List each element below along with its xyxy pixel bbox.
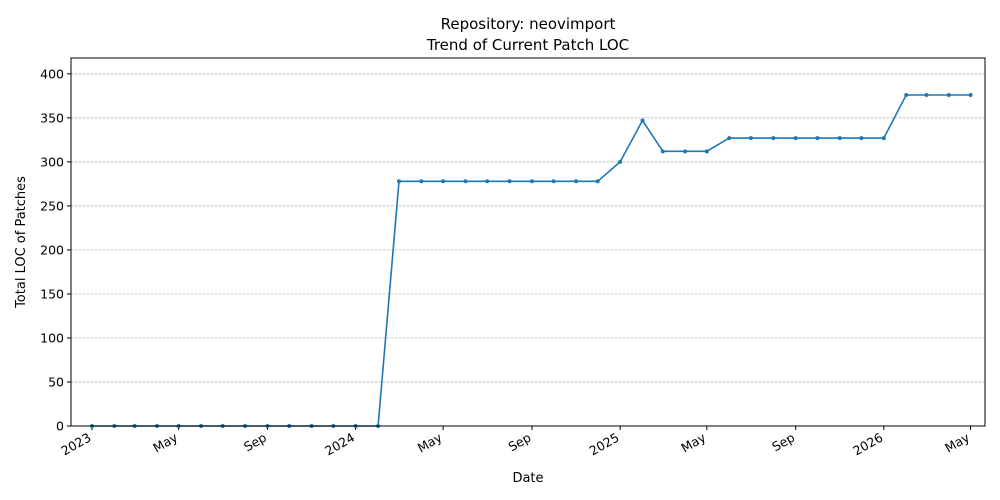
chart-title: Repository: neovimport [441, 15, 616, 33]
data-point [904, 92, 909, 97]
y-gridlines [71, 73, 985, 427]
x-tick-label: Sep [769, 430, 797, 455]
data-point [859, 136, 864, 141]
x-tick-label: 2026 [850, 430, 885, 459]
x-tick-label: May [942, 429, 972, 455]
data-point [397, 179, 402, 184]
data-point [968, 92, 973, 97]
data-point [771, 136, 776, 141]
data-point [618, 159, 623, 164]
data-point [595, 179, 600, 184]
data-point [463, 179, 468, 184]
x-tick-label: 2025 [587, 430, 622, 459]
data-point [815, 136, 820, 141]
y-axis-label: Total LOC of Patches [14, 176, 29, 309]
data-point [419, 179, 424, 184]
y-tick-label: 150 [40, 286, 64, 301]
y-tick-label: 300 [40, 154, 64, 169]
data-point [748, 136, 753, 141]
y-tick-label: 400 [40, 66, 64, 81]
data-point [683, 149, 688, 154]
data-point [640, 118, 645, 123]
data-point [574, 179, 579, 184]
series-group [89, 92, 973, 428]
y-axis-ticks: 0 50 100 150 200 250 300 350 400 [40, 66, 71, 434]
data-point [529, 179, 534, 184]
data-point [946, 92, 951, 97]
y-tick-label: 200 [40, 242, 64, 257]
x-tick-label: 2023 [58, 430, 93, 459]
data-point [485, 179, 490, 184]
series-line [92, 94, 971, 427]
y-tick-label: 250 [40, 198, 64, 213]
y-tick-label: 50 [48, 374, 64, 389]
x-tick-label: 2024 [322, 430, 357, 459]
data-point [727, 136, 732, 141]
x-tick-label: Sep [241, 430, 269, 455]
x-axis-label: Date [512, 471, 543, 486]
data-point [441, 179, 446, 184]
y-tick-label: 100 [40, 330, 64, 345]
data-point [704, 149, 709, 154]
data-point [660, 149, 665, 154]
x-tick-label: May [678, 429, 708, 455]
data-point [837, 136, 842, 141]
y-tick-label: 350 [40, 110, 64, 125]
x-tick-label: May [150, 429, 180, 455]
y-tick-label: 0 [56, 419, 64, 434]
data-point [924, 92, 929, 97]
chart-subtitle: Trend of Current Patch LOC [426, 36, 629, 54]
data-point [507, 179, 512, 184]
x-axis-ticks: 2023 May Sep 2024 May Sep 2025 May Sep 2026 May [58, 426, 973, 459]
plot-frame [70, 57, 986, 427]
x-tick-label: May [415, 429, 445, 455]
x-tick-label: Sep [506, 430, 534, 455]
data-point [551, 179, 556, 184]
data-point [793, 136, 798, 141]
data-point [881, 136, 886, 141]
